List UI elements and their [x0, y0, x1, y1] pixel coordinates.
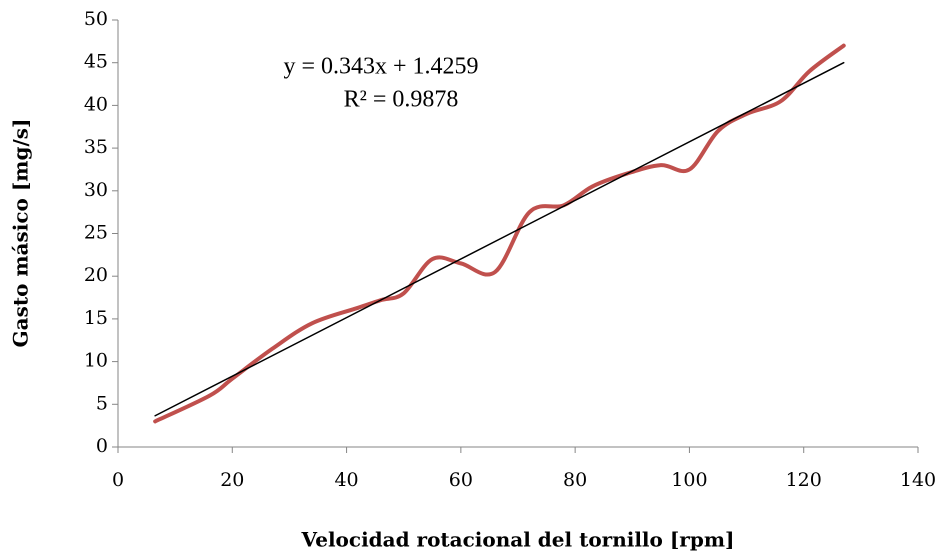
y-tick-label: 30 [84, 179, 108, 201]
y-tick-label: 0 [96, 435, 108, 457]
x-tick-label: 100 [671, 469, 707, 491]
x-tick-label: 0 [112, 469, 124, 491]
trendline [154, 61, 845, 417]
y-tick-label: 5 [96, 392, 108, 414]
y-tick-label: 40 [84, 93, 108, 115]
x-tick-label: 140 [900, 469, 936, 491]
r-squared: R² = 0.9878 [344, 87, 459, 113]
y-axis-title: Gasto másico [mg/s] [9, 119, 33, 348]
y-tick-label: 10 [84, 350, 108, 372]
x-tick-label: 20 [220, 469, 244, 491]
y-tick-label: 25 [84, 222, 108, 244]
y-tick-label: 15 [84, 307, 108, 329]
x-tick-label: 40 [334, 469, 358, 491]
x-axis-title: Velocidad rotacional del tornillo [rpm] [301, 528, 735, 552]
y-tick-label: 35 [84, 136, 108, 158]
y-tick-label: 45 [84, 51, 108, 73]
x-tick-label: 60 [449, 469, 473, 491]
x-tick-label: 120 [786, 469, 822, 491]
data-line [153, 43, 846, 424]
equation: y = 0.343x + 1.4259 [283, 54, 478, 80]
y-tick-label: 50 [84, 8, 108, 30]
x-tick-label: 80 [563, 469, 587, 491]
y-tick-label: 20 [84, 264, 108, 286]
